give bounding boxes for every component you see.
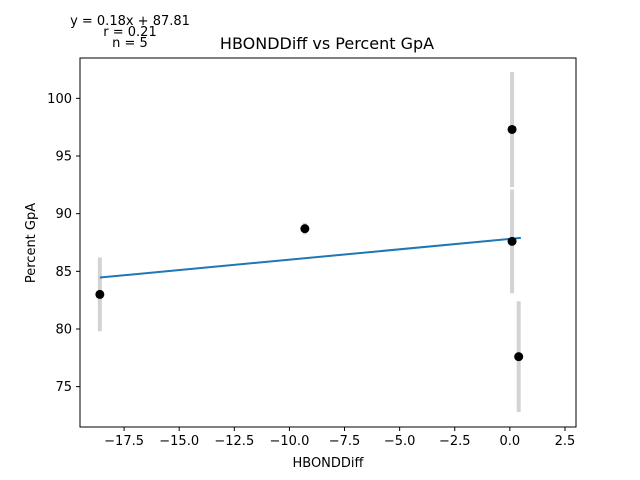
fit-equation: y = 0.18x + 87.81 <box>70 14 190 29</box>
x-tick-label: −10.0 <box>270 434 310 449</box>
y-tick-label: 85 <box>55 265 72 280</box>
x-tick-label: −17.5 <box>104 434 144 449</box>
plot-frame <box>79 57 577 428</box>
x-tick-label: 2.5 <box>555 434 576 449</box>
x-tick-label: −2.5 <box>439 434 471 449</box>
x-tick-label: −5.0 <box>384 434 416 449</box>
y-tick-label: 100 <box>47 92 72 107</box>
fit-n-value: n = 5 <box>112 36 148 51</box>
fit-line-group <box>99 236 521 279</box>
data-point <box>95 289 105 299</box>
y-tick-label: 95 <box>55 150 72 165</box>
fit-r-value: r = 0.21 <box>103 25 156 40</box>
y-ticks: 75 80 85 90 95 100 <box>47 92 80 395</box>
x-tick-label: −12.5 <box>214 434 254 449</box>
x-tick-label: −15.0 <box>159 434 199 449</box>
y-tick-label: 75 <box>55 380 72 395</box>
data-point <box>514 352 524 362</box>
x-ticks: −17.5 −15.0 −12.5 −10.0 −7.5 −5.0 −2.5 0.0 2.5 <box>104 427 575 449</box>
x-tick-label: −7.5 <box>329 434 361 449</box>
points <box>95 124 524 362</box>
x-axis-label: HBONDDiff <box>292 456 364 471</box>
fit-line <box>99 236 521 279</box>
y-axis-label: Percent GpA <box>24 203 39 283</box>
data-point <box>300 224 310 234</box>
errorbars <box>97 71 521 413</box>
chart-title: HBONDDiff vs Percent GpA <box>220 34 434 53</box>
y-tick-label: 90 <box>55 207 72 222</box>
data-point <box>507 124 517 134</box>
y-tick-label: 80 <box>55 322 72 337</box>
data-point <box>507 236 517 246</box>
x-tick-label: 0.0 <box>500 434 521 449</box>
